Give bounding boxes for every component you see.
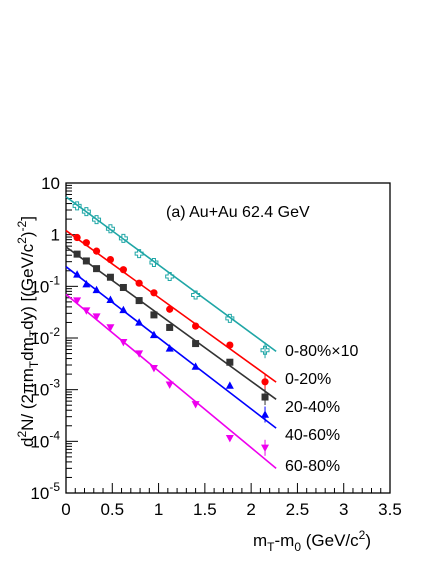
x-tick-label: 2 — [246, 500, 255, 519]
data-point — [82, 257, 90, 265]
data-point — [105, 224, 115, 234]
data-point — [150, 311, 158, 319]
data-point — [260, 345, 270, 355]
data-point — [225, 434, 234, 443]
data-point — [92, 313, 101, 321]
x-tick-label: 2.5 — [286, 500, 310, 519]
data-point — [191, 401, 200, 409]
data-point — [92, 215, 102, 225]
data-point — [135, 279, 143, 287]
data-point — [165, 344, 174, 352]
data-point — [73, 250, 81, 258]
x-tick-label: 3.5 — [378, 500, 402, 519]
data-point — [119, 305, 128, 314]
y-tick-label: 10-2 — [30, 325, 60, 348]
data-point — [135, 318, 144, 326]
series-label: 60-80% — [285, 458, 340, 475]
series-label: 0-20% — [285, 371, 331, 388]
data-point — [82, 239, 90, 247]
y-tick-label: 10-3 — [30, 377, 60, 400]
y-tick-label: 1 — [51, 226, 60, 245]
data-point — [81, 207, 91, 217]
x-tick-label: 0 — [61, 500, 70, 519]
data-point — [226, 341, 234, 349]
fit-line — [65, 293, 277, 469]
data-point — [134, 249, 144, 259]
data-point — [165, 381, 174, 389]
data-point — [135, 297, 143, 305]
data-point — [149, 257, 159, 267]
data-point — [73, 233, 81, 242]
series-label: 0-80%×10 — [285, 343, 358, 360]
x-tick-label: 1.5 — [193, 500, 217, 519]
data-point — [118, 233, 128, 243]
data-point — [73, 270, 82, 278]
data-point — [92, 285, 101, 294]
data-point — [93, 265, 101, 273]
data-point — [149, 330, 158, 339]
chart-annotation: (a) Au+Au 62.4 GeV — [166, 204, 310, 221]
y-tick-label: 10-1 — [30, 273, 60, 296]
data-point — [106, 273, 114, 281]
axes-ticks: 0 0.5 1 1.5 2 2.5 3 3.5 10-5 10-4 10-3 10-2 10-1 1 10 — [30, 174, 401, 519]
data-point — [73, 297, 82, 305]
data-point — [191, 290, 201, 300]
series-label: 40-60% — [285, 427, 340, 444]
x-axis-label: mT-m0 (GeV/c2) — [253, 528, 371, 554]
data-point — [226, 358, 234, 366]
data-point — [192, 322, 200, 330]
data-point — [106, 255, 115, 264]
data-point — [72, 201, 82, 211]
x-tick-label: 3 — [339, 500, 348, 519]
y-tick-label: 10-5 — [30, 480, 60, 503]
data-point — [119, 338, 128, 347]
data-point — [225, 313, 235, 323]
y-tick-label: 10-4 — [30, 428, 60, 451]
data-point — [149, 365, 158, 373]
data-point — [106, 295, 115, 303]
data-point — [191, 362, 200, 370]
data-point — [166, 305, 174, 313]
data-point — [135, 350, 144, 358]
data-point — [150, 289, 158, 297]
data-point — [106, 324, 115, 332]
data-point — [166, 323, 174, 331]
fit-line — [65, 246, 277, 400]
data-point — [82, 307, 91, 315]
x-tick-label: 1 — [154, 500, 163, 519]
y-axis-label: d2N/ (2πmTdmTdy) [(GeV/c2)-2] — [15, 216, 41, 447]
x-tick-label: 0.5 — [100, 500, 124, 519]
data-point — [82, 279, 91, 288]
data-point — [119, 266, 127, 274]
series-label: 20-40% — [285, 399, 340, 416]
data-point — [92, 247, 101, 255]
data-point — [165, 272, 175, 281]
series-labels: 0-80%×10 0-20% 20-40% 40-60% 60-80% — [285, 343, 358, 475]
y-tick-label: 10 — [41, 174, 60, 193]
data-point — [225, 381, 234, 389]
data-point — [119, 283, 127, 291]
data-series — [65, 196, 277, 469]
data-point — [192, 340, 200, 348]
